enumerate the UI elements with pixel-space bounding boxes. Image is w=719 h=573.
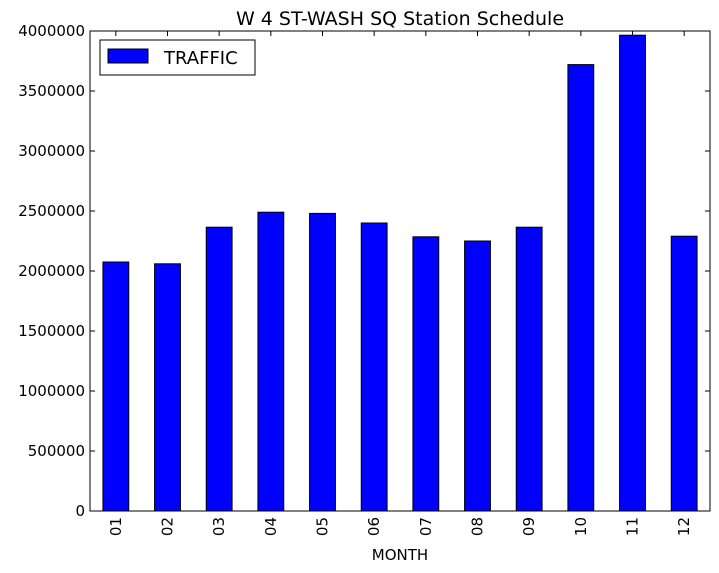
legend: TRAFFIC xyxy=(99,39,256,76)
legend-swatch-traffic xyxy=(107,48,149,64)
y-tick-label: 1000000 xyxy=(18,382,85,400)
bar-01 xyxy=(102,261,130,512)
x-tick-label: 08 xyxy=(469,517,487,536)
y-tick-label: 3500000 xyxy=(18,82,85,100)
y-tick-label: 4000000 xyxy=(18,22,85,40)
bar-11 xyxy=(619,34,646,512)
y-tick-label: 500000 xyxy=(28,442,85,460)
legend-label-traffic: TRAFFIC xyxy=(163,48,238,69)
x-tick-label: 03 xyxy=(210,517,228,536)
y-axis: 0 500000 1000000 1500000 2000000 2500000 30000… xyxy=(18,22,710,520)
x-axis: 01 02 03 04 05 06 07 08 09 10 11 12 xyxy=(107,31,693,536)
y-tick-label: 2500000 xyxy=(18,202,85,220)
bar-07 xyxy=(412,236,440,512)
x-tick-label: 01 xyxy=(107,517,125,536)
chart-title: W 4 ST-WASH SQ Station Schedule xyxy=(236,8,564,30)
bar-02 xyxy=(154,263,181,512)
y-tick-label: 3000000 xyxy=(18,142,85,160)
x-tick-label: 06 xyxy=(365,517,383,536)
bars xyxy=(102,34,698,512)
x-tick-label: 05 xyxy=(314,517,332,536)
bar-06 xyxy=(360,222,388,512)
bar-12 xyxy=(670,235,698,512)
y-tick-label: 2000000 xyxy=(18,262,85,280)
x-tick-label: 12 xyxy=(675,517,693,536)
x-tick-label: 02 xyxy=(159,517,177,536)
y-tick-label: 0 xyxy=(75,502,85,520)
x-tick-label: 04 xyxy=(262,517,280,536)
x-axis-label: MONTH xyxy=(372,546,428,564)
bar-08 xyxy=(464,240,491,512)
bar-10 xyxy=(567,64,595,512)
bar-09 xyxy=(515,226,543,512)
bar-03 xyxy=(205,226,233,512)
plot-frame xyxy=(89,30,711,512)
x-tick-label: 09 xyxy=(520,517,538,536)
x-tick-label: 07 xyxy=(417,517,435,536)
x-tick-label: 11 xyxy=(624,517,642,536)
x-tick-label: 10 xyxy=(572,517,590,536)
bar-04 xyxy=(257,211,285,512)
y-tick-label: 1500000 xyxy=(18,322,85,340)
bar-05 xyxy=(309,212,336,512)
